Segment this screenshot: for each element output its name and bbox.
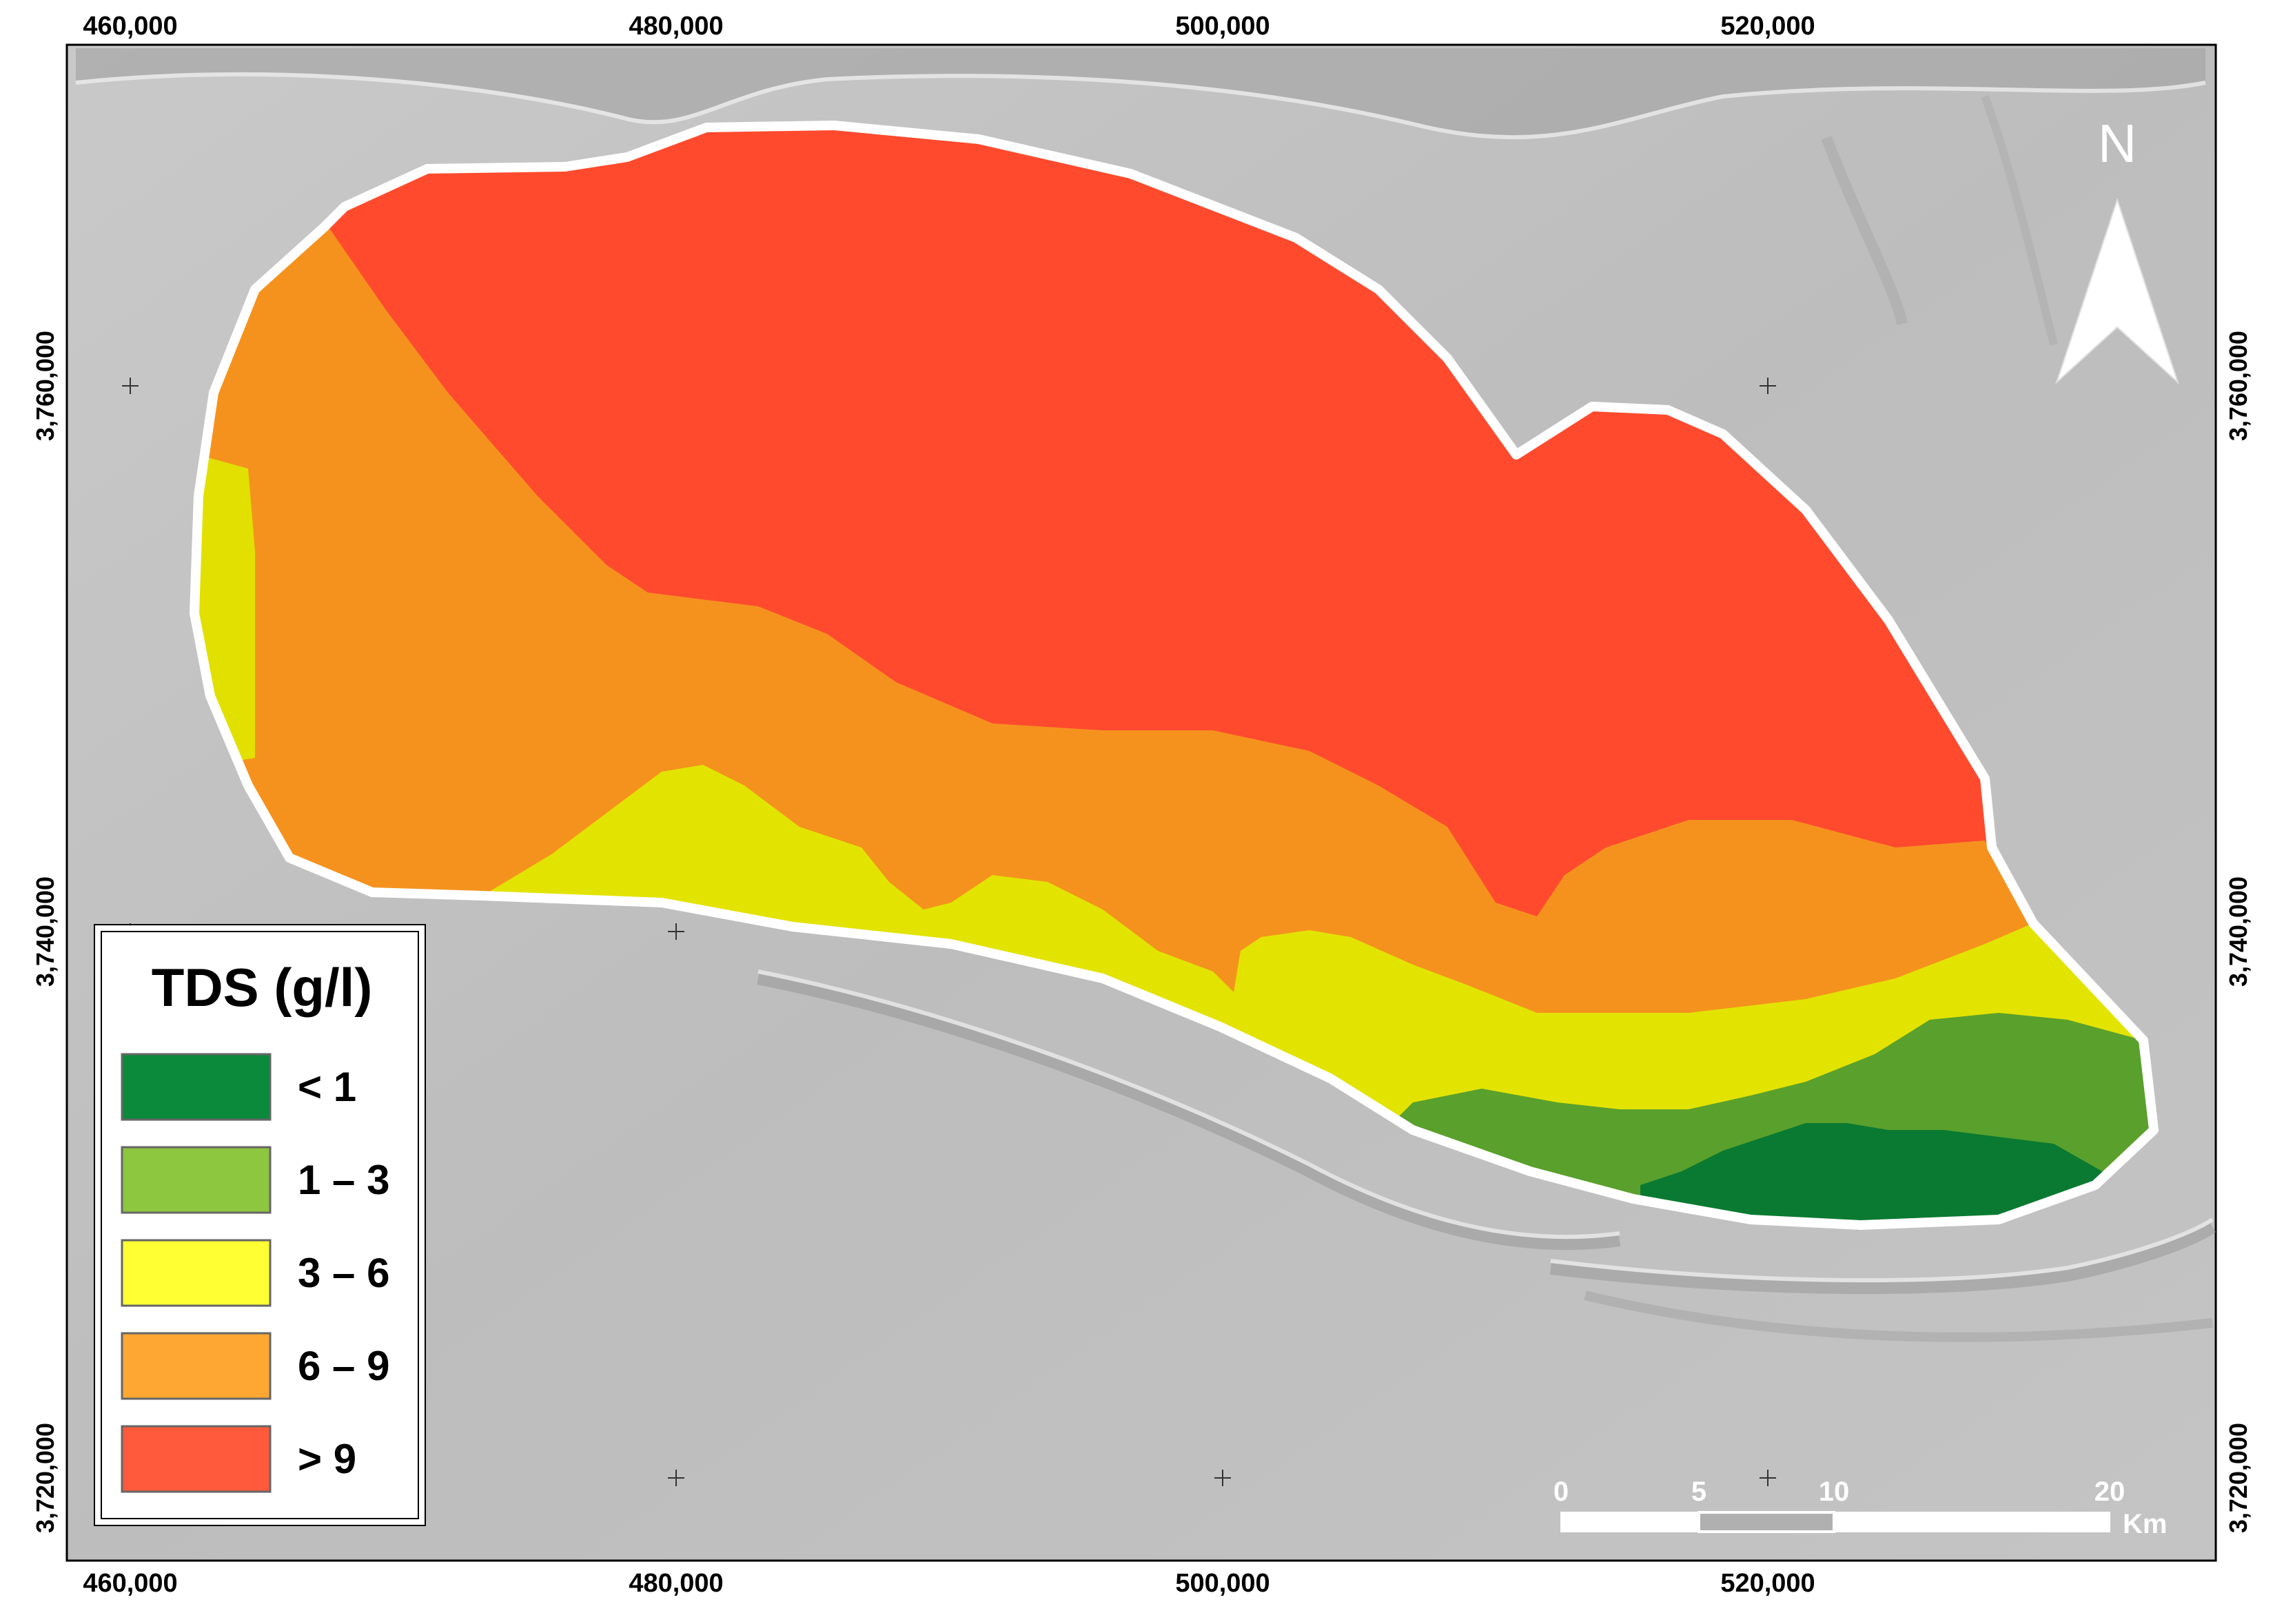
north-arrow-icon bbox=[2055, 197, 2180, 385]
legend: TDS (g/l) < 1 1 – 3 3 – 6 6 – 9 > 9 bbox=[94, 924, 426, 1526]
zone-lt1 bbox=[1640, 1123, 2154, 1225]
aquifer-boundary bbox=[190, 121, 2159, 1230]
x-tick-label: 460,000 bbox=[83, 12, 177, 41]
scale-seg bbox=[1560, 1512, 1700, 1532]
x-tick-label: 480,000 bbox=[629, 1569, 723, 1598]
legend-swatch bbox=[121, 1053, 272, 1121]
x-tick-label: 520,000 bbox=[1720, 1569, 1815, 1598]
scale-label: 20 bbox=[2094, 1477, 2126, 1507]
x-tick-label: 460,000 bbox=[83, 1569, 177, 1598]
x-tick-label: 500,000 bbox=[1175, 12, 1270, 41]
scale-bar: 0 5 10 20 Km bbox=[1553, 1477, 2168, 1539]
legend-title: TDS (g/l) bbox=[152, 957, 373, 1018]
legend-swatch bbox=[121, 1332, 272, 1400]
scale-label: 5 bbox=[1691, 1477, 1706, 1507]
scale-label: 0 bbox=[1553, 1477, 1569, 1507]
x-tick-label: 500,000 bbox=[1175, 1569, 1270, 1598]
scale-unit: Km bbox=[2123, 1509, 2167, 1539]
zone-3-6 bbox=[194, 448, 255, 772]
y-tick-label: 3,720,000 bbox=[2224, 1423, 2252, 1533]
y-tick-label: 3,740,000 bbox=[2224, 876, 2252, 987]
north-label: N bbox=[2098, 113, 2137, 174]
y-tick-labels-right: 3,760,000 3,740,000 3,720,000 bbox=[2224, 331, 2252, 1533]
legend-swatch bbox=[121, 1239, 272, 1307]
legend-swatch bbox=[121, 1425, 272, 1493]
legend-label: < 1 bbox=[298, 1064, 356, 1110]
x-tick-label: 520,000 bbox=[1720, 12, 1815, 41]
y-tick-labels-left: 3,760,000 3,740,000 3,720,000 bbox=[31, 331, 59, 1533]
x-tick-label: 480,000 bbox=[629, 12, 723, 41]
y-tick-label: 3,760,000 bbox=[2224, 331, 2252, 441]
x-tick-labels-top: 460,000 480,000 500,000 520,000 bbox=[83, 12, 1815, 41]
x-tick-labels-bottom: 460,000 480,000 500,000 520,000 bbox=[83, 1569, 1815, 1598]
scale-seg bbox=[1833, 1512, 2110, 1532]
scale-label: 10 bbox=[1819, 1477, 1850, 1507]
legend-label: 1 – 3 bbox=[298, 1157, 389, 1203]
y-tick-label: 3,760,000 bbox=[31, 331, 59, 441]
legend-label: > 9 bbox=[298, 1436, 356, 1482]
scale-seg bbox=[1698, 1511, 1835, 1533]
hillshade-relief bbox=[75, 48, 2216, 1342]
y-tick-label: 3,740,000 bbox=[31, 876, 59, 987]
legend-label: 3 – 6 bbox=[298, 1250, 389, 1296]
north-arrow: N bbox=[2055, 113, 2180, 385]
legend-swatch bbox=[121, 1146, 272, 1214]
y-tick-label: 3,720,000 bbox=[31, 1423, 59, 1533]
legend-label: 6 – 9 bbox=[298, 1343, 389, 1389]
